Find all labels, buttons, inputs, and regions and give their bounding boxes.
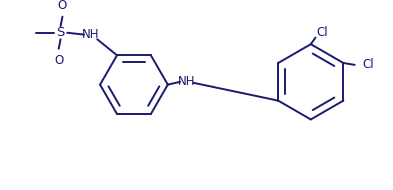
Text: O: O [58,0,67,12]
Text: Cl: Cl [362,58,374,71]
Text: O: O [54,54,63,66]
Text: NH: NH [178,75,195,88]
Text: S: S [56,26,65,39]
Text: Cl: Cl [316,26,328,39]
Text: NH: NH [82,28,99,41]
